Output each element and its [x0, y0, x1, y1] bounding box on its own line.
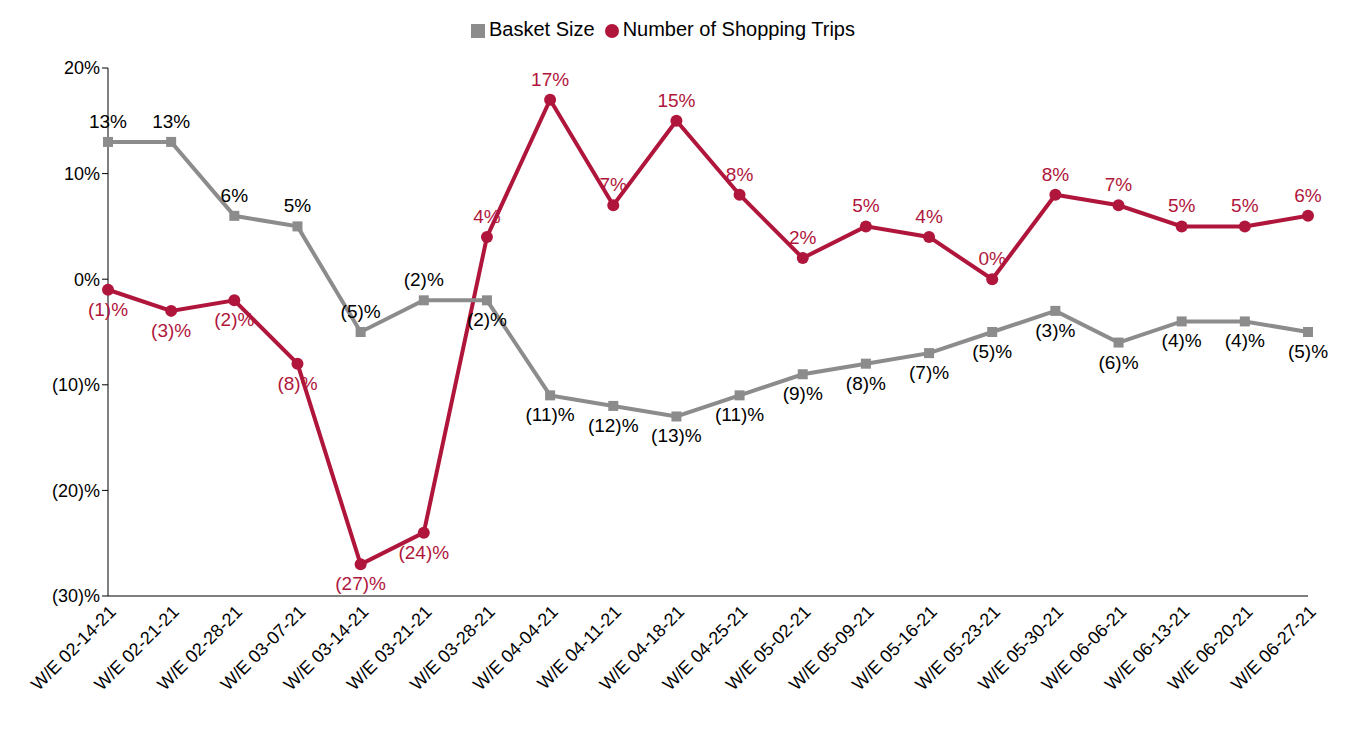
svg-text:W/E 04-25-21: W/E 04-25-21	[658, 601, 752, 695]
svg-text:6%: 6%	[1294, 185, 1322, 206]
svg-text:20%: 20%	[64, 58, 100, 78]
svg-text:W/E 05-30-21: W/E 05-30-21	[974, 601, 1068, 695]
svg-text:W/E 03-21-21: W/E 03-21-21	[343, 601, 436, 695]
svg-text:10%: 10%	[64, 164, 100, 184]
svg-text:8%: 8%	[1042, 164, 1070, 185]
svg-text:(2)%: (2)%	[214, 309, 254, 330]
svg-text:W/E 06-27-21: W/E 06-27-21	[1227, 602, 1320, 695]
svg-text:(12)%: (12)%	[588, 415, 639, 436]
svg-text:15%: 15%	[657, 90, 695, 111]
svg-text:(5)%: (5)%	[972, 341, 1012, 362]
svg-text:W/E 04-11-21: W/E 04-11-21	[533, 601, 626, 694]
svg-text:W/E 03-07-21: W/E 03-07-21	[216, 601, 310, 695]
svg-text:(10)%: (10)%	[52, 375, 100, 395]
svg-text:17%: 17%	[531, 69, 569, 90]
svg-text:W/E 03-14-21: W/E 03-14-21	[279, 601, 373, 695]
svg-text:W/E 05-02-21: W/E 05-02-21	[721, 601, 815, 695]
svg-text:(9)%: (9)%	[783, 383, 823, 404]
svg-text:5%: 5%	[1168, 195, 1196, 216]
svg-text:5%: 5%	[1231, 195, 1259, 216]
svg-text:(4)%: (4)%	[1225, 330, 1265, 351]
svg-text:(8)%: (8)%	[277, 373, 317, 394]
svg-text:0%: 0%	[978, 248, 1006, 269]
svg-text:W/E 02-28-21: W/E 02-28-21	[153, 601, 247, 695]
svg-text:5%: 5%	[284, 195, 312, 216]
svg-text:W/E 06-06-21: W/E 06-06-21	[1037, 601, 1131, 695]
svg-text:(1)%: (1)%	[88, 299, 128, 320]
svg-text:(27)%: (27)%	[335, 573, 386, 594]
svg-text:(6)%: (6)%	[1098, 352, 1138, 373]
svg-text:0%: 0%	[74, 270, 100, 290]
svg-text:(5)%: (5)%	[1288, 341, 1328, 362]
svg-text:7%: 7%	[1105, 174, 1133, 195]
svg-text:(2)%: (2)%	[467, 309, 507, 330]
html-text:Number of Shopping Trips: Number of Shopping Trips	[622, 18, 855, 40]
svg-text:8%: 8%	[726, 164, 754, 185]
svg-text:(24)%: (24)%	[398, 542, 449, 563]
svg-text:W/E 05-09-21: W/E 05-09-21	[785, 601, 878, 695]
svg-text:W/E 02-14-21: W/E 02-14-21	[27, 601, 120, 695]
svg-text:4%: 4%	[473, 206, 501, 227]
svg-text:W/E 05-16-21: W/E 05-16-21	[848, 601, 941, 695]
svg-text:(5)%: (5)%	[341, 301, 381, 322]
svg-text:(2)%: (2)%	[404, 269, 444, 290]
svg-text:13%: 13%	[89, 111, 127, 132]
svg-text:5%: 5%	[852, 195, 880, 216]
svg-text:13%: 13%	[152, 111, 190, 132]
svg-text:7%: 7%	[600, 174, 628, 195]
svg-text:W/E 02-21-21: W/E 02-21-21	[90, 601, 183, 695]
svg-text:(8)%: (8)%	[846, 373, 886, 394]
svg-text:(4)%: (4)%	[1162, 330, 1202, 351]
svg-text:W/E 04-04-21: W/E 04-04-21	[469, 601, 562, 695]
svg-text:6%: 6%	[221, 185, 249, 206]
svg-text:(7)%: (7)%	[909, 362, 949, 383]
html-text:Basket Size: Basket Size	[489, 18, 595, 40]
svg-text:W/E 03-28-21: W/E 03-28-21	[406, 601, 499, 695]
svg-text:(11)%: (11)%	[525, 404, 574, 425]
svg-text:(3)%: (3)%	[151, 320, 191, 341]
svg-text:(3)%: (3)%	[1035, 320, 1075, 341]
svg-text:(13)%: (13)%	[651, 425, 702, 446]
svg-text:W/E 06-13-21: W/E 06-13-21	[1100, 601, 1194, 695]
svg-text:4%: 4%	[915, 206, 943, 227]
svg-text:(11)%: (11)%	[715, 404, 764, 425]
svg-text:W/E 05-23-21: W/E 05-23-21	[911, 601, 1005, 695]
svg-text:(30)%: (30)%	[52, 586, 100, 606]
svg-text:W/E 04-18-21: W/E 04-18-21	[595, 601, 689, 695]
svg-text:W/E 06-20-21: W/E 06-20-21	[1164, 601, 1257, 695]
svg-text:(20)%: (20)%	[52, 481, 100, 501]
svg-text:2%: 2%	[789, 227, 817, 248]
